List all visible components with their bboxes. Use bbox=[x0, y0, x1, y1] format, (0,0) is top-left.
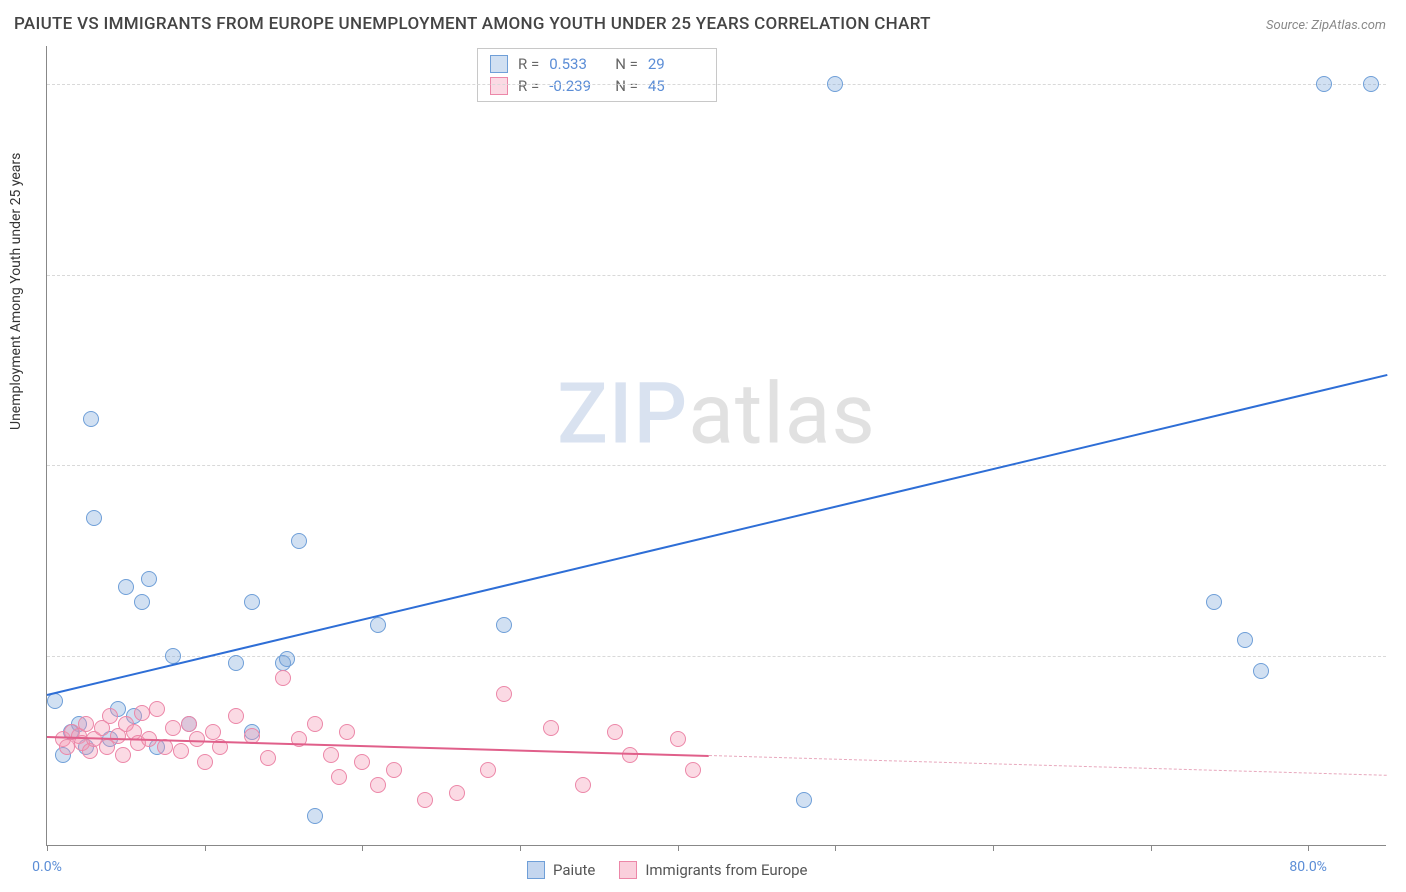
data-point bbox=[134, 594, 150, 610]
data-point bbox=[173, 743, 189, 759]
data-point bbox=[796, 792, 812, 808]
data-point bbox=[370, 617, 386, 633]
data-point bbox=[228, 655, 244, 671]
gridline-h bbox=[47, 84, 1386, 85]
gridline-h bbox=[47, 656, 1386, 657]
data-point bbox=[86, 510, 102, 526]
trend-line bbox=[709, 755, 1387, 776]
stat-r-label: R = bbox=[518, 75, 539, 97]
data-point bbox=[307, 808, 323, 824]
data-point bbox=[323, 747, 339, 763]
trend-line bbox=[47, 374, 1387, 696]
stat-n-label: N = bbox=[615, 53, 638, 75]
data-point bbox=[670, 731, 686, 747]
data-point bbox=[354, 754, 370, 770]
legend-stat-row: R = 0.533 N = 29 bbox=[490, 53, 704, 75]
legend-item: Paiute bbox=[527, 861, 595, 879]
data-point bbox=[575, 777, 591, 793]
data-point bbox=[83, 411, 99, 427]
data-point bbox=[244, 594, 260, 610]
data-point bbox=[118, 579, 134, 595]
data-point bbox=[1253, 663, 1269, 679]
y-tick-label: 75.0% bbox=[1396, 267, 1406, 283]
legend-label: Paiute bbox=[553, 861, 595, 879]
legend-item: Immigrants from Europe bbox=[619, 861, 807, 879]
x-tick bbox=[47, 845, 48, 851]
watermark: ZIPatlas bbox=[557, 364, 876, 463]
legend-swatch bbox=[527, 861, 545, 879]
data-point bbox=[1206, 594, 1222, 610]
data-point bbox=[331, 769, 347, 785]
data-point bbox=[386, 762, 402, 778]
data-point bbox=[47, 693, 63, 709]
data-point bbox=[291, 533, 307, 549]
x-tick bbox=[1151, 845, 1152, 851]
data-point bbox=[1363, 76, 1379, 92]
stat-n-value: 45 bbox=[648, 75, 704, 97]
data-point bbox=[370, 777, 386, 793]
stat-r-value: -0.239 bbox=[549, 75, 605, 97]
source-attribution: Source: ZipAtlas.com bbox=[1266, 18, 1386, 33]
data-point bbox=[205, 724, 221, 740]
data-point bbox=[165, 720, 181, 736]
data-point bbox=[279, 651, 295, 667]
gridline-h bbox=[47, 275, 1386, 276]
data-point bbox=[449, 785, 465, 801]
legend-swatch bbox=[490, 55, 508, 73]
x-tick bbox=[835, 845, 836, 851]
data-point bbox=[102, 708, 118, 724]
data-point bbox=[827, 76, 843, 92]
x-tick bbox=[993, 845, 994, 851]
data-point bbox=[339, 724, 355, 740]
data-point bbox=[181, 716, 197, 732]
data-point bbox=[115, 747, 131, 763]
legend-swatch bbox=[619, 861, 637, 879]
y-axis-label: Unemployment Among Youth under 25 years bbox=[8, 153, 24, 430]
y-tick-label: 100.0% bbox=[1396, 76, 1406, 92]
x-tick bbox=[678, 845, 679, 851]
x-tick bbox=[362, 845, 363, 851]
data-point bbox=[165, 648, 181, 664]
data-point bbox=[307, 716, 323, 732]
stat-n-label: N = bbox=[615, 75, 638, 97]
data-point bbox=[134, 705, 150, 721]
chart-title: PAIUTE VS IMMIGRANTS FROM EUROPE UNEMPLO… bbox=[14, 14, 931, 34]
data-point bbox=[275, 670, 291, 686]
x-tick bbox=[520, 845, 521, 851]
data-point bbox=[543, 720, 559, 736]
stat-n-value: 29 bbox=[648, 53, 704, 75]
data-point bbox=[1316, 76, 1332, 92]
x-tick-label: 80.0% bbox=[1289, 859, 1327, 875]
data-point bbox=[228, 708, 244, 724]
data-point bbox=[685, 762, 701, 778]
legend-swatch bbox=[490, 77, 508, 95]
gridline-h bbox=[47, 465, 1386, 466]
stat-r-label: R = bbox=[518, 53, 539, 75]
x-tick bbox=[205, 845, 206, 851]
data-point bbox=[78, 716, 94, 732]
scatter-plot-area: ZIPatlas R =0.533N =29R =-0.239N =45 Pai… bbox=[46, 46, 1386, 846]
data-point bbox=[141, 571, 157, 587]
data-point bbox=[480, 762, 496, 778]
legend-label: Immigrants from Europe bbox=[645, 861, 807, 879]
x-tick-label: 0.0% bbox=[32, 859, 62, 875]
legend-stat-row: R = -0.239 N = 45 bbox=[490, 75, 704, 97]
data-point bbox=[496, 617, 512, 633]
data-point bbox=[260, 750, 276, 766]
x-tick bbox=[1308, 845, 1309, 851]
data-point bbox=[496, 686, 512, 702]
stat-r-value: 0.533 bbox=[549, 53, 605, 75]
y-tick-label: 50.0% bbox=[1396, 457, 1406, 473]
data-point bbox=[607, 724, 623, 740]
data-point bbox=[149, 701, 165, 717]
y-tick-label: 25.0% bbox=[1396, 648, 1406, 664]
data-point bbox=[417, 792, 433, 808]
data-point bbox=[1237, 632, 1253, 648]
series-legend: Paiute Immigrants from Europe bbox=[527, 861, 808, 879]
correlation-legend: R = 0.533 N = 29 R = -0.239 N = 45 bbox=[477, 48, 717, 102]
data-point bbox=[197, 754, 213, 770]
